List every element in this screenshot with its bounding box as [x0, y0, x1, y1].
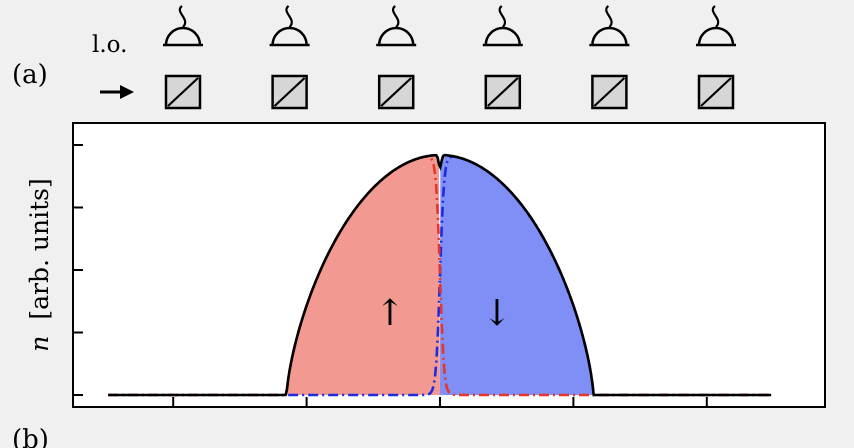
- beam-splitter-icon: [591, 74, 628, 110]
- input-arrow-icon: [100, 85, 134, 99]
- photodetector-icon: [696, 5, 736, 47]
- detector-row: [163, 5, 736, 110]
- plot-frame: [72, 122, 826, 408]
- spin-up-area: [286, 155, 440, 395]
- panel-a-label: (a): [12, 60, 48, 90]
- y-axis-variable: n: [25, 336, 54, 352]
- total-density-line: [108, 153, 772, 397]
- photodetector-icon: [376, 5, 417, 47]
- beam-splitter-icon: [377, 74, 415, 110]
- local-oscillator-label: l.o.: [92, 32, 127, 58]
- plot-panel: ↑ ↓: [72, 122, 826, 408]
- photodetector-icon: [482, 5, 523, 47]
- beam-splitter-icon: [164, 74, 202, 110]
- panel-b-label: (b): [12, 425, 49, 448]
- spin-down-label: ↓: [482, 293, 512, 334]
- y-axis-label: n [arb. units]: [25, 178, 54, 351]
- beam-splitter-icon: [697, 74, 735, 110]
- beam-splitter-icon: [271, 74, 308, 110]
- spin-up-label: ↑: [375, 293, 405, 334]
- beam-splitter-icon: [484, 74, 522, 110]
- spin-down-area: [440, 155, 594, 395]
- photodetector-icon: [163, 5, 203, 47]
- y-axis-units: [arb. units]: [25, 178, 54, 319]
- photodetector-icon: [269, 5, 310, 47]
- photodetector-icon: [589, 5, 630, 47]
